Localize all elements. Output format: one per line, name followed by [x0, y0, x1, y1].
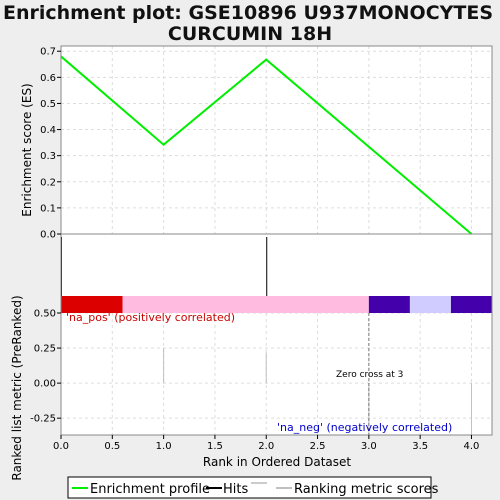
chart-title-line2: CURCUMIN 18H: [168, 23, 332, 45]
x-tick-label-5: 2.5: [310, 441, 326, 452]
legend-label-enrichment: Enrichment profile: [90, 482, 210, 497]
es-y-tick-label-4: 0.4: [40, 125, 56, 136]
zero-cross-label: Zero cross at 3: [336, 370, 403, 380]
es-point-2: [265, 58, 267, 61]
chart-title-line1: Enrichment plot: GSE10896 U937MONOCYTES: [3, 2, 493, 24]
color-bar: [61, 296, 492, 313]
metric-y-axis-label: Ranked list metric (PreRanked): [10, 295, 24, 480]
x-tick-label-7: 3.5: [412, 441, 428, 452]
neg-correlated-label: 'na_neg' (negatively correlated): [277, 421, 452, 434]
x-tick-label-6: 3.0: [361, 441, 377, 452]
legend-box: [67, 476, 432, 499]
axis-ticks: 0.0 0.5 1.0 1.5 2.0 2.5 3.0 3.5 4.0 0.0 0.1 0.2 0.3 0…: [30, 47, 479, 452]
es-y-tick-label-6: 0.6: [40, 73, 56, 84]
color-bar-segment-2: [368, 296, 410, 313]
color-bar-segment-1: [122, 296, 369, 313]
x-tick-label-3: 1.5: [207, 441, 223, 452]
x-tick-label-1: 0.5: [104, 441, 120, 452]
x-tick-label-2: 1.0: [156, 441, 172, 452]
es-line: [60, 55, 473, 235]
metric-y-tick-label-0: 0.50: [34, 309, 56, 320]
pos-correlated-label: 'na_pos' (positively correlated): [66, 311, 235, 324]
metric-y-tick-label-1: 0.25: [34, 344, 56, 355]
grid-lines: [60, 46, 492, 435]
plot-border: [60, 45, 493, 436]
es-y-tick-label-2: 0.2: [40, 177, 56, 188]
es-y-axis-label: Enrichment score (ES): [20, 83, 34, 216]
es-y-tick-label-5: 0.5: [40, 99, 56, 110]
plot-area: [61, 46, 492, 435]
x-axis-label: Rank in Ordered Dataset: [203, 455, 351, 469]
es-y-tick-label-7: 0.7: [40, 47, 56, 58]
color-bar-segment-3: [409, 296, 451, 313]
es-y-tick-label-1: 0.1: [40, 203, 56, 214]
color-bar-segment-4: [450, 296, 492, 313]
es-point-1: [163, 144, 165, 146]
es-y-tick-label-3: 0.3: [40, 151, 56, 162]
legend-label-metric: Ranking metric scores: [294, 482, 439, 497]
x-tick-label-4: 2.0: [258, 441, 274, 452]
x-tick-label-8: 4.0: [464, 441, 480, 452]
metric-y-tick-label-2: 0.00: [34, 379, 56, 390]
es-y-tick-label-0: 0.0: [40, 230, 56, 241]
legend-label-hits: Hits: [223, 482, 248, 497]
legend: Enrichment profile Hits Ranking metric s…: [67, 476, 439, 499]
color-bar-segment-0: [61, 296, 123, 313]
x-tick-label-0: 0.0: [53, 441, 69, 452]
metric-y-tick-label-3: -0.25: [30, 414, 56, 425]
